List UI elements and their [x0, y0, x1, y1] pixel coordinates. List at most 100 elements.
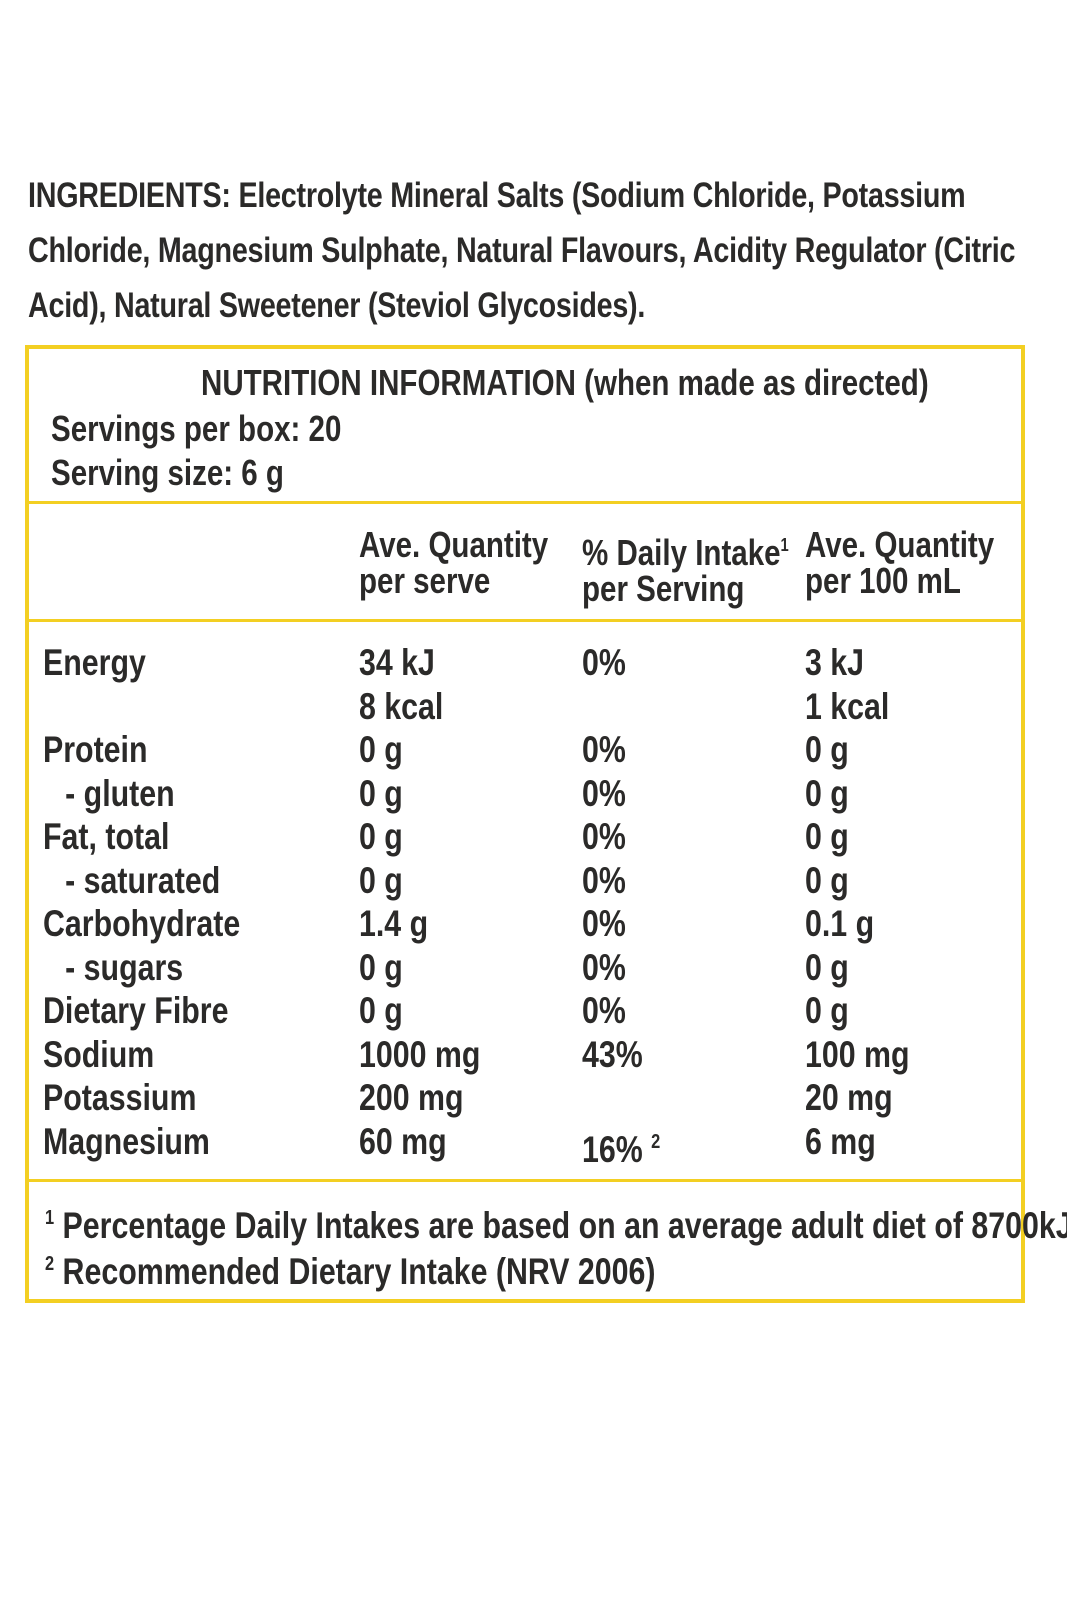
qty-per-serve-text: 0 g: [359, 859, 403, 901]
nutrient-name: - gluten: [43, 772, 175, 816]
footnote-2-mark: 2: [45, 1253, 55, 1275]
nutrient-row: - gluten 0 g 0% 0 g: [29, 772, 1021, 816]
nutrient-row: Sodium 1000 mg 43% 100 mg: [29, 1033, 1021, 1077]
nutrient-name-text: Fat, total: [43, 816, 170, 857]
daily-intake: 16% 2: [582, 1120, 660, 1172]
qty-per-serve: 200 mg: [359, 1076, 464, 1120]
nutrient-name: Potassium: [43, 1076, 196, 1120]
nutrient-name: Sodium: [43, 1033, 154, 1077]
header-per-100ml: Ave. Quantity per 100 mL: [805, 527, 994, 599]
qty-per-serve: 1000 mg: [359, 1033, 480, 1077]
qty-per-100ml-text: 100 mg: [805, 1033, 910, 1075]
qty-per-100ml: 20 mg: [805, 1076, 893, 1120]
qty-per-100ml-text: 0 g: [805, 772, 849, 814]
footnote-1: 1 Percentage Daily Intakes are based on …: [45, 1195, 1067, 1249]
qty-per-serve-text: 0 g: [359, 816, 403, 857]
daily-intake: 0%: [582, 641, 626, 685]
nutrient-row: Carbohydrate 1.4 g 0% 0.1 g: [29, 902, 1021, 946]
nutrient-name: Dietary Fibre: [43, 989, 228, 1033]
qty-per-100ml-text: 0 g: [805, 990, 849, 1031]
qty-per-serve-text: 34 kJ: [359, 642, 435, 683]
nutrient-name: - saturated: [43, 859, 220, 903]
qty-per-100ml: 0 g: [805, 772, 849, 816]
serving-size: Serving size: 6 g: [51, 452, 284, 493]
nutrient-name: Fat, total: [43, 815, 169, 859]
panel-title: NUTRITION INFORMATION (when made as dire…: [201, 362, 929, 403]
qty-per-100ml: 0 g: [805, 989, 849, 1033]
nutrient-row: Dietary Fibre 0 g 0% 0 g: [29, 989, 1021, 1033]
daily-intake: 0%: [582, 728, 626, 772]
header-per-100ml-line1: Ave. Quantity: [805, 524, 995, 565]
nutrition-panel: NUTRITION INFORMATION (when made as dire…: [25, 345, 1067, 1303]
qty-per-100ml: 3 kJ: [805, 641, 864, 685]
nutrient-name-text: - gluten: [65, 772, 175, 814]
nutrient-row: Fat, total 0 g 0% 0 g: [29, 815, 1021, 859]
qty-per-serve: 8 kcal: [359, 685, 443, 729]
nutrient-row: - saturated 0 g 0% 0 g: [29, 859, 1021, 903]
nutrient-name-text: Protein: [43, 729, 148, 770]
daily-intake-text: 43%: [582, 1033, 643, 1075]
header-daily-intake-line1: % Daily Intake1: [582, 527, 789, 571]
qty-per-serve-text: 1.4 g: [359, 903, 429, 944]
daily-intake-text: 0%: [582, 642, 626, 683]
daily-intake-text: 0%: [582, 729, 626, 770]
qty-per-100ml-text: 3 kJ: [805, 642, 865, 683]
daily-intake: 0%: [582, 902, 626, 946]
qty-per-serve: 60 mg: [359, 1120, 447, 1164]
footnote-2: 2 Recommended Dietary Intake (NRV 2006): [45, 1241, 656, 1295]
header-daily-intake-text: % Daily Intake: [582, 532, 781, 573]
qty-per-serve-text: 0 g: [359, 729, 403, 770]
qty-per-100ml-text: 0 g: [805, 729, 849, 770]
nutrient-name-text: Dietary Fibre: [43, 990, 229, 1031]
nutrient-row: Magnesium 60 mg 16% 2 6 mg: [29, 1120, 1021, 1170]
daily-intake: 0%: [582, 946, 626, 990]
nutrient-row: - sugars 0 g 0% 0 g: [29, 946, 1021, 990]
divider-footer: [29, 1179, 1021, 1182]
daily-intake-text: 0%: [582, 816, 626, 857]
nutrient-name-text: Sodium: [43, 1033, 155, 1075]
header-per-100ml-line2: per 100 mL: [805, 560, 961, 601]
daily-intake-text: 0%: [582, 990, 626, 1031]
qty-per-serve: 34 kJ: [359, 641, 435, 685]
daily-intake: 0%: [582, 815, 626, 859]
nutrient-name: Protein: [43, 728, 148, 772]
qty-per-serve-text: 0 g: [359, 990, 403, 1031]
qty-per-100ml: 0 g: [805, 946, 849, 990]
daily-intake-text: 16%: [582, 1128, 643, 1170]
daily-intake: 43%: [582, 1033, 643, 1077]
qty-per-serve: 0 g: [359, 772, 403, 816]
footnote-2-text: Recommended Dietary Intake (NRV 2006): [62, 1251, 656, 1292]
nutrient-name-text: Magnesium: [43, 1120, 210, 1162]
daily-intake: 0%: [582, 989, 626, 1033]
nutrient-name: Energy: [43, 641, 146, 685]
qty-per-100ml-text: 1 kcal: [805, 685, 890, 727]
servings-per-box: Servings per box: 20: [51, 408, 342, 449]
daily-intake: 0%: [582, 859, 626, 903]
nutrient-name-text: Potassium: [43, 1077, 197, 1118]
qty-per-100ml-text: 0 g: [805, 816, 849, 857]
qty-per-serve-text: 8 kcal: [359, 685, 444, 727]
qty-per-100ml-text: 20 mg: [805, 1077, 893, 1118]
daily-intake-text: 0%: [582, 859, 626, 901]
qty-per-100ml: 1 kcal: [805, 685, 889, 729]
nutrient-name-text: Energy: [43, 642, 146, 683]
qty-per-serve: 0 g: [359, 859, 403, 903]
footnote-1-text: Percentage Daily Intakes are based on an…: [62, 1205, 1067, 1246]
qty-per-100ml-text: 6 mg: [805, 1120, 876, 1162]
qty-per-serve-text: 1000 mg: [359, 1033, 481, 1075]
header-per-serve-line1: Ave. Quantity: [359, 524, 549, 565]
header-daily-intake: % Daily Intake1 per Serving: [582, 527, 789, 607]
nutrient-name-text: - saturated: [65, 859, 221, 901]
qty-per-serve-text: 60 mg: [359, 1120, 447, 1162]
daily-intake-text: 0%: [582, 946, 626, 988]
qty-per-100ml-text: 0 g: [805, 946, 849, 988]
nutrient-row: Protein 0 g 0% 0 g: [29, 728, 1021, 772]
header-daily-intake-line2: per Serving: [582, 568, 745, 609]
nutrient-name-text: Carbohydrate: [43, 903, 241, 944]
header-daily-intake-sup: 1: [780, 535, 789, 555]
qty-per-100ml-text: 0 g: [805, 859, 849, 901]
qty-per-serve: 0 g: [359, 946, 403, 990]
qty-per-serve-text: 0 g: [359, 946, 403, 988]
qty-per-serve: 1.4 g: [359, 902, 428, 946]
daily-intake: 0%: [582, 772, 626, 816]
